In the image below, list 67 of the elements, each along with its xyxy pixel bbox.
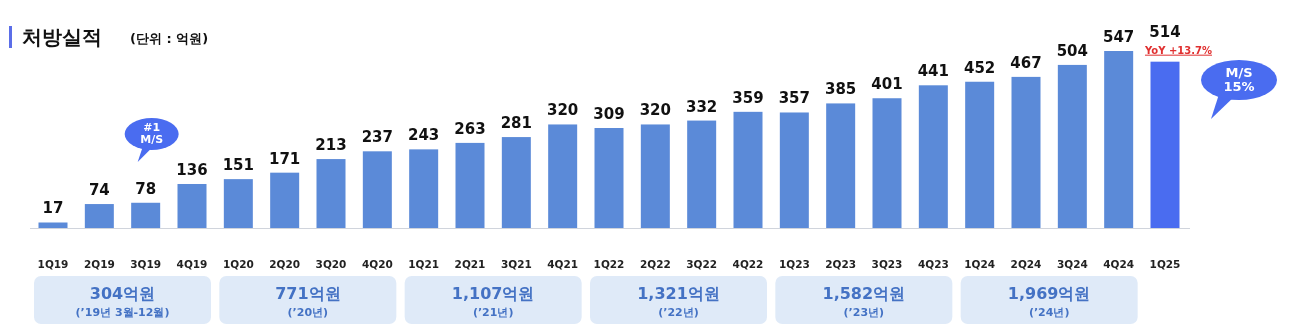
chart-subtitle: (단위 : 억원)	[130, 31, 209, 46]
x-tick-label: 1Q23	[778, 258, 810, 270]
data-label: 452	[964, 58, 996, 77]
x-tick-label: 1Q19	[37, 258, 69, 270]
x-tick-label: 2Q20	[269, 258, 301, 270]
text: (’24년)	[1028, 306, 1070, 319]
text: 304억원	[89, 284, 156, 303]
data-label: 332	[686, 97, 718, 116]
x-tick-label: 3Q23	[871, 258, 903, 270]
data-label: 78	[135, 179, 157, 198]
x-tick-label: 1Q24	[964, 258, 996, 270]
x-tick-label: 2Q24	[1010, 258, 1042, 270]
data-label: 547	[1103, 28, 1135, 46]
data-label: 237	[361, 128, 393, 147]
data-label: 74	[88, 181, 110, 200]
text: 1,321억원	[637, 284, 720, 303]
data-label: 243	[408, 126, 440, 145]
x-tick-label: 4Q23	[917, 258, 949, 270]
x-tick-label: 4Q20	[361, 258, 393, 270]
data-label: 151	[222, 156, 254, 175]
data-label: 441	[917, 62, 949, 81]
data-label: 213	[315, 136, 347, 155]
data-label: 17	[42, 199, 64, 218]
data-label: 357	[778, 89, 810, 108]
x-tick-label: 4Q21	[547, 258, 579, 270]
data-label: 171	[269, 149, 301, 168]
text: 1,582억원	[822, 284, 906, 303]
x-tick-label: 4Q22	[732, 258, 764, 270]
x-tick-label: 2Q23	[825, 258, 857, 270]
text: (’20년)	[287, 306, 329, 319]
data-label: 320	[639, 101, 671, 120]
x-tick-label: 1Q21	[408, 258, 440, 270]
x-tick-label: 3Q19	[130, 258, 162, 270]
data-label: 309	[593, 105, 625, 124]
data-label: 263	[454, 119, 486, 138]
data-label: 467	[1010, 53, 1042, 72]
x-tick-label: 2Q19	[83, 258, 115, 270]
x-tick-label: 3Q24	[1056, 258, 1088, 270]
text: 771억원	[275, 284, 341, 303]
x-tick-label: 1Q22	[593, 258, 625, 270]
text: M/S 15%	[1223, 65, 1255, 94]
annotation: #1 M/S	[140, 121, 164, 146]
text: 1,969억원	[1007, 284, 1091, 303]
x-tick-label: 1Q20	[222, 258, 254, 270]
text: (’21년)	[472, 306, 514, 319]
x-tick-label: 3Q21	[500, 258, 532, 270]
x-tick-label: 2Q21	[454, 258, 486, 270]
data-label: 401	[871, 75, 903, 94]
x-tick-label: 4Q24	[1103, 258, 1135, 270]
x-tick-label: 2Q22	[639, 258, 671, 270]
text: (’22년)	[658, 306, 699, 319]
data-label: 136	[176, 160, 208, 179]
data-label: 514	[1149, 22, 1181, 41]
x-tick-label: 1Q25	[1149, 258, 1181, 270]
data-label: 385	[825, 80, 857, 99]
annotation: YoY +13.7%	[1144, 44, 1212, 56]
text: (’23년)	[843, 306, 885, 319]
data-label: 359	[732, 88, 764, 107]
x-tick-label: 4Q19	[176, 258, 208, 270]
x-tick-label: 3Q20	[315, 258, 347, 270]
data-label: 504	[1056, 41, 1088, 60]
x-tick-label: 3Q22	[686, 258, 718, 270]
data-label: 320	[547, 101, 579, 120]
text: (’19년 3월-12월)	[75, 306, 170, 319]
data-label: 281	[500, 114, 532, 133]
text: 1,107억원	[451, 284, 535, 303]
chart-title: 처방실적	[22, 25, 102, 49]
